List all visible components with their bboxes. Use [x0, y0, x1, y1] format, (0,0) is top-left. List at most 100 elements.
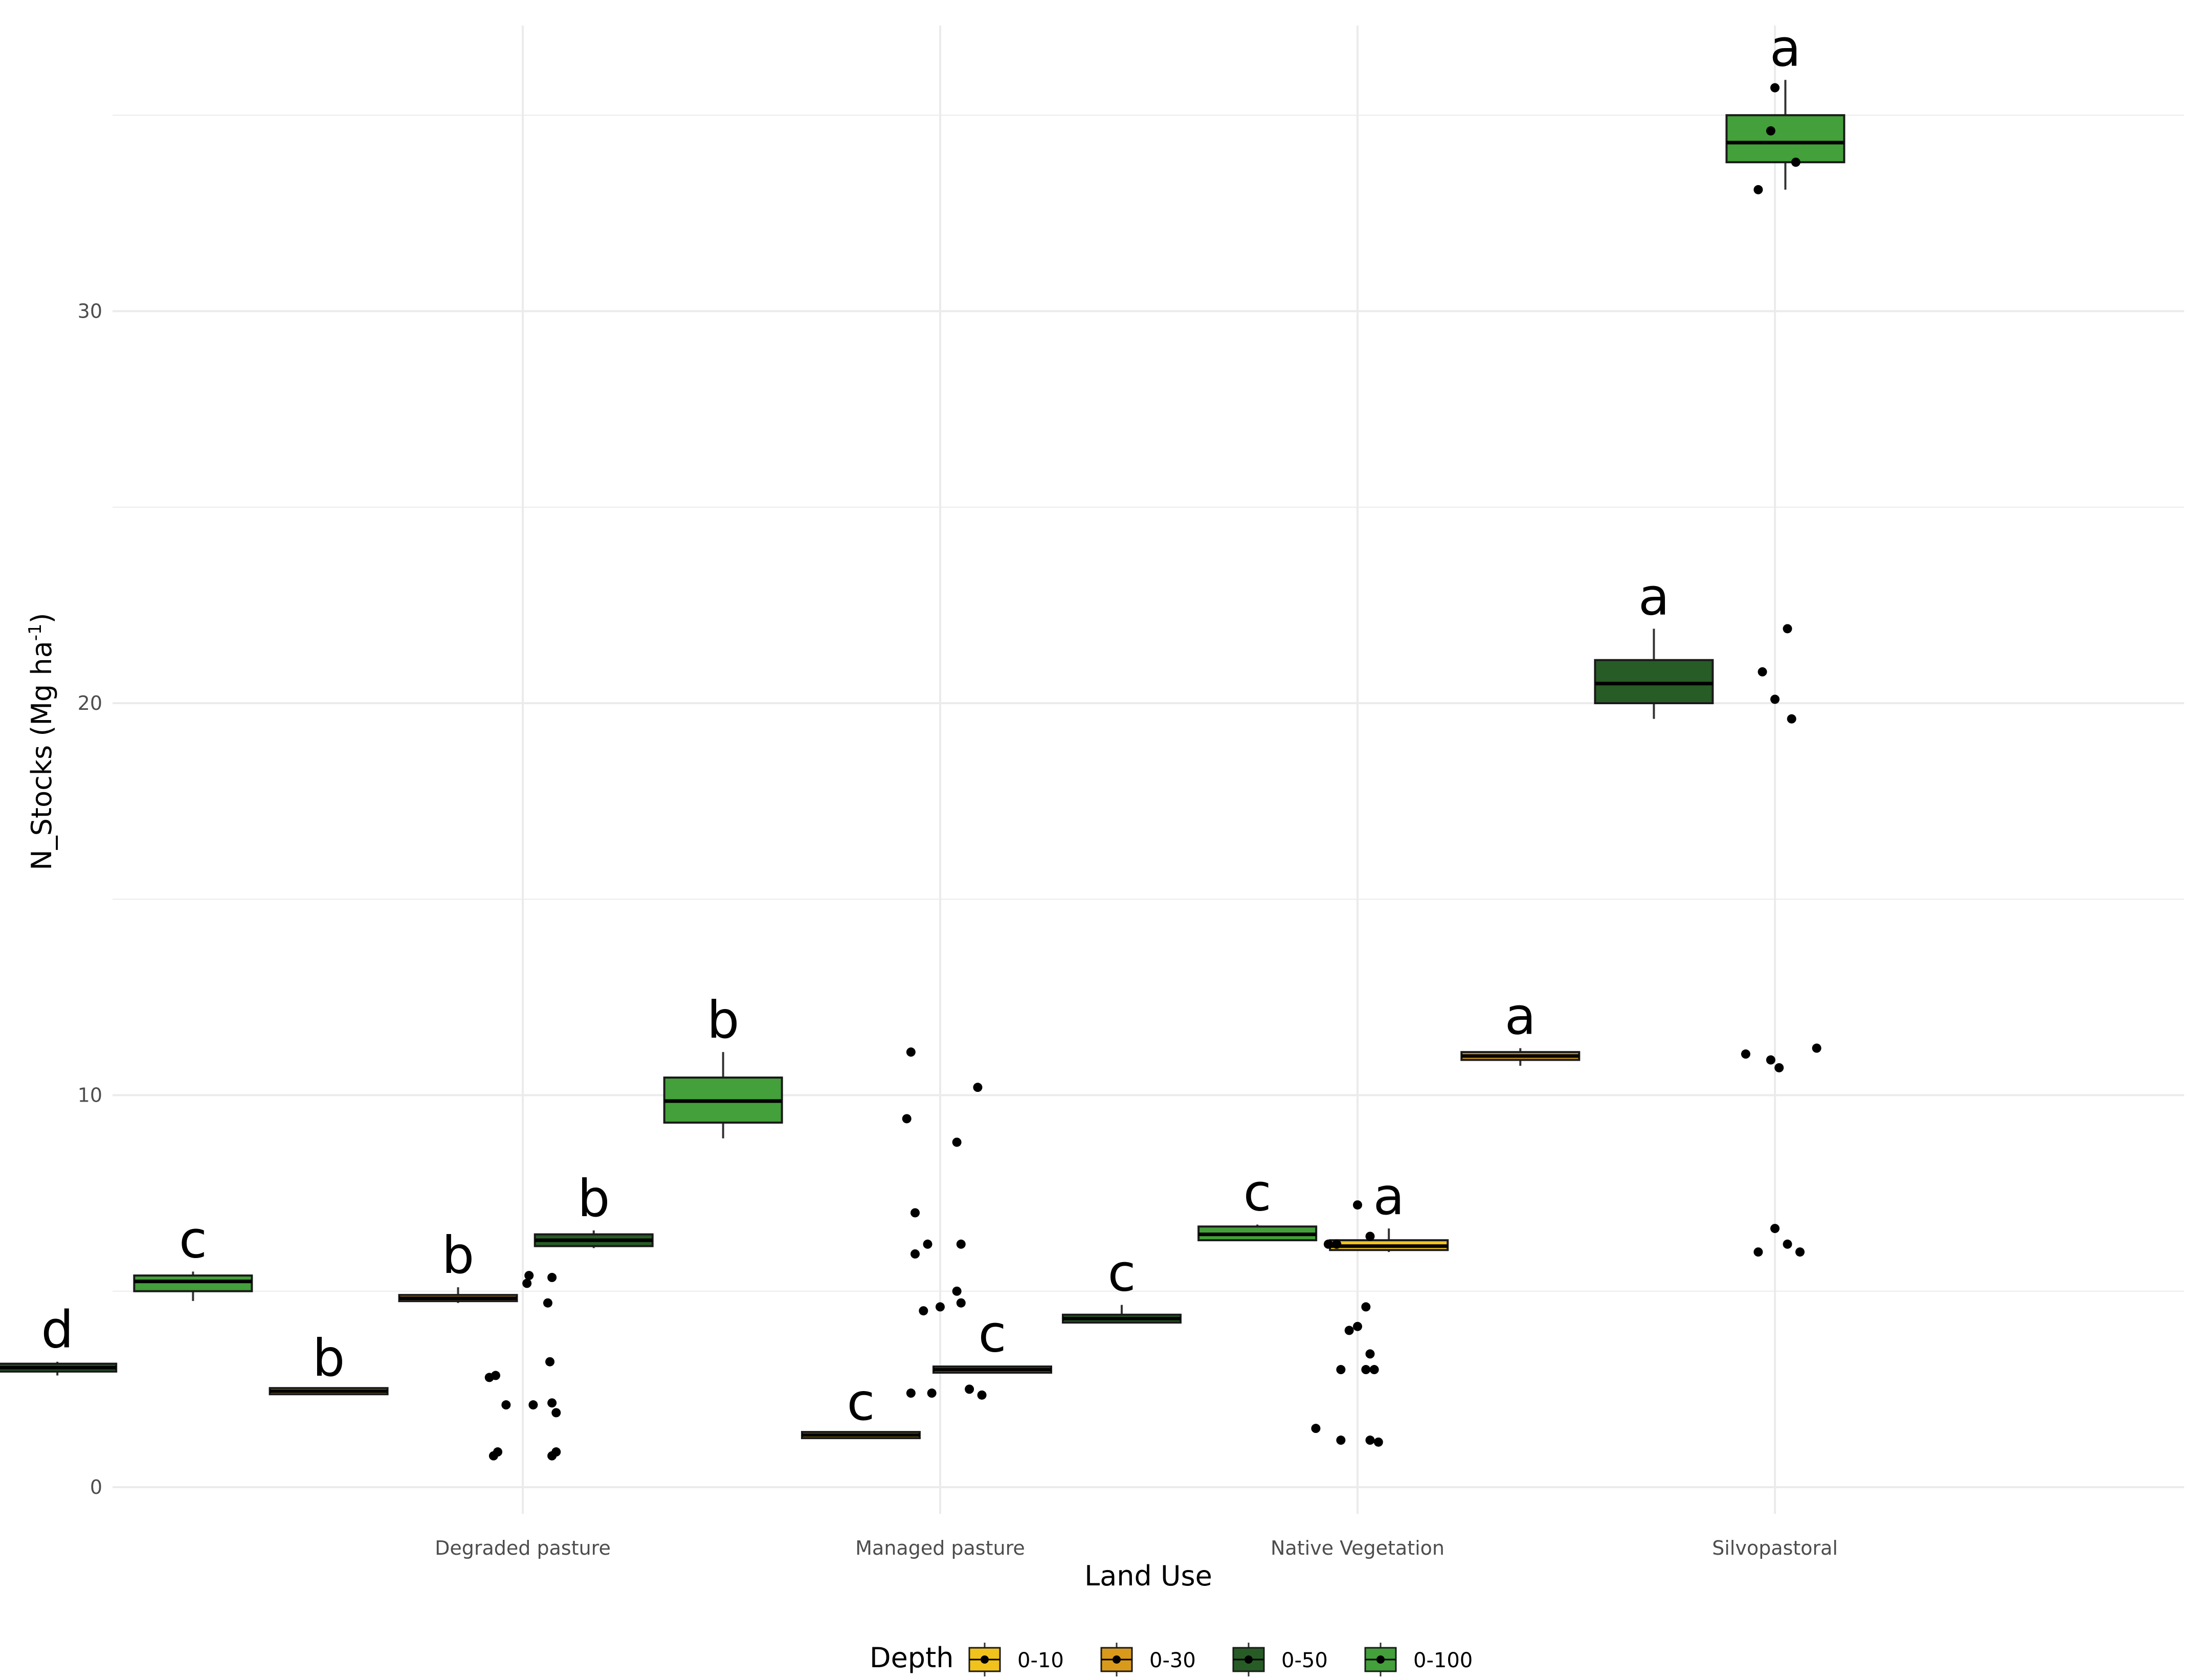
data-point — [1361, 1302, 1371, 1312]
y-axis-ticks: 0 10 20 30 — [78, 300, 102, 1499]
data-point — [956, 1298, 966, 1308]
significance-letter: a — [1770, 18, 1801, 78]
legend-key-point — [1113, 1655, 1121, 1664]
legend-key-point — [1376, 1655, 1385, 1664]
data-point — [936, 1302, 945, 1312]
significance-letter: c — [1107, 1243, 1136, 1303]
legend-item-0-10: 0-10 — [968, 1643, 1064, 1676]
data-point — [543, 1298, 552, 1308]
data-point — [1353, 1321, 1362, 1331]
data-point — [1770, 1224, 1780, 1234]
data-point — [1770, 695, 1780, 704]
data-point — [952, 1137, 962, 1147]
significance-letter: b — [313, 1328, 345, 1388]
legend-label: 0-50 — [1281, 1649, 1328, 1672]
box-0-30 — [1460, 1048, 1581, 1066]
y-tick-label: 20 — [78, 692, 102, 714]
box-0-50 — [534, 1230, 654, 1248]
x-tick-label: Silvopastoral — [1712, 1537, 1838, 1559]
data-point — [1783, 624, 1792, 634]
data-point — [551, 1408, 561, 1418]
data-point — [902, 1114, 912, 1124]
significance-letter: d — [41, 1300, 73, 1360]
box-body — [1725, 114, 1846, 164]
y-tick-label: 10 — [78, 1084, 102, 1107]
data-point — [956, 1239, 966, 1249]
data-point — [923, 1239, 932, 1249]
data-point — [977, 1390, 987, 1400]
data-point — [910, 1208, 920, 1218]
data-point — [522, 1279, 532, 1288]
box-body — [1594, 659, 1714, 705]
data-point — [1365, 1231, 1375, 1241]
data-point — [973, 1083, 983, 1092]
data-point — [906, 1047, 916, 1057]
data-point — [1774, 1063, 1784, 1072]
box-0-10 — [1329, 1228, 1449, 1252]
data-point — [927, 1388, 937, 1398]
y-axis-title: N_Stocks (Mg ha-1) — [25, 613, 58, 870]
significance-letter: b — [442, 1225, 474, 1285]
box-0-100 — [1725, 80, 1846, 190]
data-point — [919, 1306, 928, 1316]
data-point — [1353, 1200, 1362, 1210]
data-point — [528, 1400, 538, 1410]
data-point — [910, 1249, 920, 1259]
significance-letters: dddcbbbbccccaaaa — [41, 18, 1801, 1432]
x-tick-label: Managed pasture — [855, 1537, 1025, 1559]
data-point — [551, 1447, 561, 1457]
data-point — [1766, 1055, 1775, 1065]
significance-letter: a — [1505, 987, 1536, 1046]
data-point — [1791, 158, 1801, 167]
data-point — [1373, 1437, 1383, 1447]
jitter-points — [484, 83, 1821, 1461]
data-point — [1361, 1365, 1371, 1375]
x-axis-title: Land Use — [1084, 1560, 1212, 1592]
y-tick-label: 30 — [78, 300, 102, 323]
x-tick-label: Native Vegetation — [1271, 1537, 1445, 1559]
legend-item-0-50: 0-50 — [1232, 1643, 1328, 1676]
data-point — [1783, 1239, 1792, 1249]
data-point — [524, 1271, 534, 1281]
data-point — [952, 1286, 962, 1296]
data-point — [1369, 1365, 1379, 1375]
data-point — [1770, 83, 1780, 93]
significance-letter: a — [1638, 567, 1670, 626]
significance-letter: c — [179, 1209, 207, 1269]
data-point — [501, 1400, 511, 1410]
data-point — [1787, 714, 1796, 724]
data-point — [1753, 185, 1763, 194]
significance-letter: b — [707, 990, 739, 1050]
data-point — [1336, 1436, 1346, 1445]
legend-title: Depth — [870, 1642, 953, 1674]
significance-letter: b — [577, 1169, 610, 1228]
box-0-50 — [1594, 629, 1714, 719]
legend-label: 0-100 — [1413, 1649, 1473, 1672]
data-point — [1766, 126, 1775, 136]
legend-key-point — [1245, 1655, 1253, 1664]
data-point — [1336, 1365, 1346, 1375]
legend: Depth 0-10 0-30 0-50 0-100 — [870, 1642, 1473, 1676]
data-point — [1311, 1424, 1321, 1433]
data-point — [547, 1398, 557, 1408]
box-body — [133, 1274, 253, 1292]
significance-letter: c — [1243, 1162, 1272, 1222]
legend-item-0-100: 0-100 — [1364, 1643, 1473, 1676]
data-point — [1365, 1349, 1375, 1359]
data-point — [547, 1272, 557, 1282]
y-axis-title-superscript: -1 — [25, 623, 46, 641]
x-tick-label: Degraded pasture — [435, 1537, 611, 1559]
significance-letter: a — [1373, 1167, 1405, 1226]
box-0-10 — [269, 1387, 389, 1396]
data-point — [906, 1388, 916, 1398]
data-point — [1365, 1436, 1375, 1445]
significance-letter: c — [847, 1372, 875, 1432]
legend-key-point — [981, 1655, 989, 1664]
box-0-100 — [133, 1271, 253, 1301]
legend-label: 0-30 — [1149, 1649, 1196, 1672]
data-point — [1795, 1247, 1805, 1257]
data-point — [1753, 1247, 1763, 1257]
box-0-10 — [801, 1431, 921, 1440]
data-point — [493, 1447, 503, 1457]
